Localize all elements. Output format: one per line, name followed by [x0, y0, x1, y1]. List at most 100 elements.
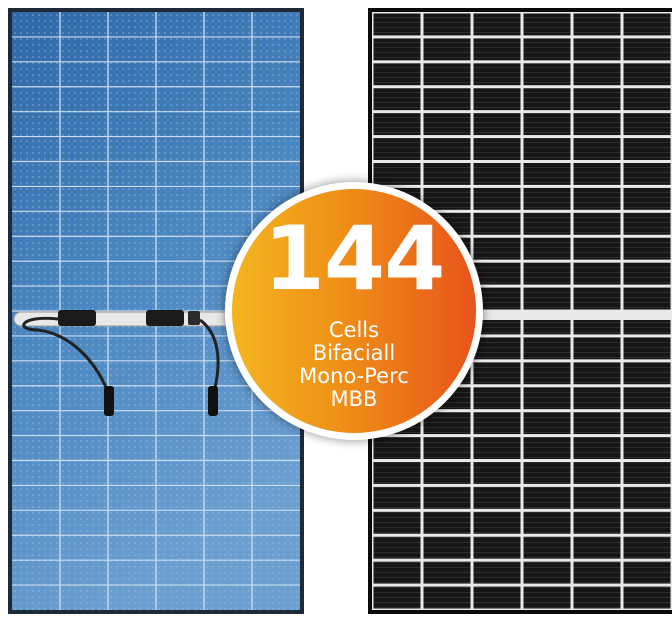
- mono-cell: [523, 138, 571, 160]
- mono-cell: [473, 536, 521, 559]
- right-cable: [199, 318, 220, 393]
- mono-cell: [423, 138, 471, 160]
- mono-cell: [623, 287, 671, 310]
- mono-cell: [523, 88, 571, 111]
- mono-cell: [623, 262, 671, 285]
- cell-count-number: 144: [263, 207, 446, 310]
- mono-cell: [523, 412, 571, 435]
- badge-line-cells: Cells: [328, 318, 380, 342]
- mono-cell: [473, 511, 521, 534]
- junction-box-icon: [58, 310, 200, 326]
- mono-cell: [423, 437, 471, 459]
- mono-cell: [523, 337, 571, 360]
- mono-cell: [373, 536, 421, 559]
- mono-cell: [623, 63, 671, 86]
- mono-cell: [473, 113, 521, 136]
- mono-cell: [523, 486, 571, 509]
- mono-cell: [473, 262, 521, 285]
- mono-cell: [473, 38, 521, 61]
- mono-cell: [573, 38, 621, 61]
- mono-cell: [623, 586, 671, 609]
- mono-cell: [573, 561, 621, 584]
- mono-cell: [473, 412, 521, 435]
- mono-cell: [373, 437, 421, 459]
- mono-cell: [423, 586, 471, 609]
- mono-cell: [573, 486, 621, 509]
- mono-cell: [423, 187, 471, 210]
- mono-cell: [423, 88, 471, 111]
- mono-cell: [573, 287, 621, 310]
- badge-gradient-circle: 144 Cells Bifaciall Mono-Perc MBB: [232, 189, 476, 433]
- mono-cell: [623, 38, 671, 61]
- mono-cell: [623, 163, 671, 185]
- mono-cell: [523, 187, 571, 210]
- mono-cell: [473, 88, 521, 111]
- left-cable: [22, 316, 110, 393]
- mono-cell: [523, 362, 571, 385]
- mono-cell: [523, 437, 571, 459]
- mono-cell: [573, 387, 621, 410]
- mono-cell: [473, 337, 521, 360]
- mono-cell: [423, 13, 471, 36]
- mono-cell: [523, 536, 571, 559]
- mono-cell: [573, 113, 621, 136]
- mono-cell: [373, 586, 421, 609]
- mono-cell: [623, 387, 671, 410]
- mono-cell: [423, 113, 471, 136]
- mono-cell: [473, 163, 521, 185]
- mono-cell: [623, 437, 671, 459]
- mono-cell: [373, 113, 421, 136]
- mono-cell: [573, 212, 621, 235]
- mono-cell: [423, 536, 471, 559]
- mono-cell: [573, 88, 621, 111]
- mono-cell: [473, 138, 521, 160]
- mono-cell: [523, 113, 571, 136]
- mono-cell: [623, 237, 671, 260]
- mono-cell: [623, 412, 671, 435]
- mc4-connector-icon: [104, 386, 218, 416]
- mono-cell: [423, 163, 471, 185]
- mono-cell: [523, 38, 571, 61]
- mono-cell: [423, 412, 471, 435]
- mono-cell: [573, 337, 621, 360]
- mono-cell: [373, 13, 421, 36]
- mono-cell: [373, 88, 421, 111]
- mono-cell: [623, 511, 671, 534]
- mono-cell: [423, 63, 471, 86]
- mono-cell: [423, 561, 471, 584]
- mono-cell: [523, 63, 571, 86]
- mono-cell: [523, 212, 571, 235]
- mono-cell: [573, 187, 621, 210]
- mono-cell: [623, 88, 671, 111]
- mono-cell: [573, 262, 621, 285]
- mono-cell: [523, 561, 571, 584]
- cell-count-badge: 144 Cells Bifaciall Mono-Perc MBB: [225, 182, 483, 440]
- mono-cell: [373, 138, 421, 160]
- mono-cell: [573, 536, 621, 559]
- mono-cell: [573, 63, 621, 86]
- mono-cell: [623, 337, 671, 360]
- mono-cell: [423, 38, 471, 61]
- mono-cell: [523, 511, 571, 534]
- mono-cell: [573, 511, 621, 534]
- mono-cell: [373, 63, 421, 86]
- mono-cell: [523, 586, 571, 609]
- mono-cell: [373, 561, 421, 584]
- mono-cell: [473, 63, 521, 86]
- mono-cell: [423, 511, 471, 534]
- mono-cell: [373, 511, 421, 534]
- mono-cell: [523, 287, 571, 310]
- mono-cell: [523, 237, 571, 260]
- mono-cell: [623, 536, 671, 559]
- mono-cell: [573, 586, 621, 609]
- mono-cell: [523, 163, 571, 185]
- badge-line-bifacial: Bifaciall: [312, 341, 396, 365]
- mono-cell: [423, 462, 471, 484]
- mono-cell: [473, 362, 521, 385]
- mono-cell: [573, 13, 621, 36]
- mono-cell: [373, 163, 421, 185]
- mono-cell: [523, 387, 571, 410]
- mono-cell: [473, 212, 521, 235]
- mono-cell: [473, 237, 521, 260]
- mono-cell: [473, 462, 521, 484]
